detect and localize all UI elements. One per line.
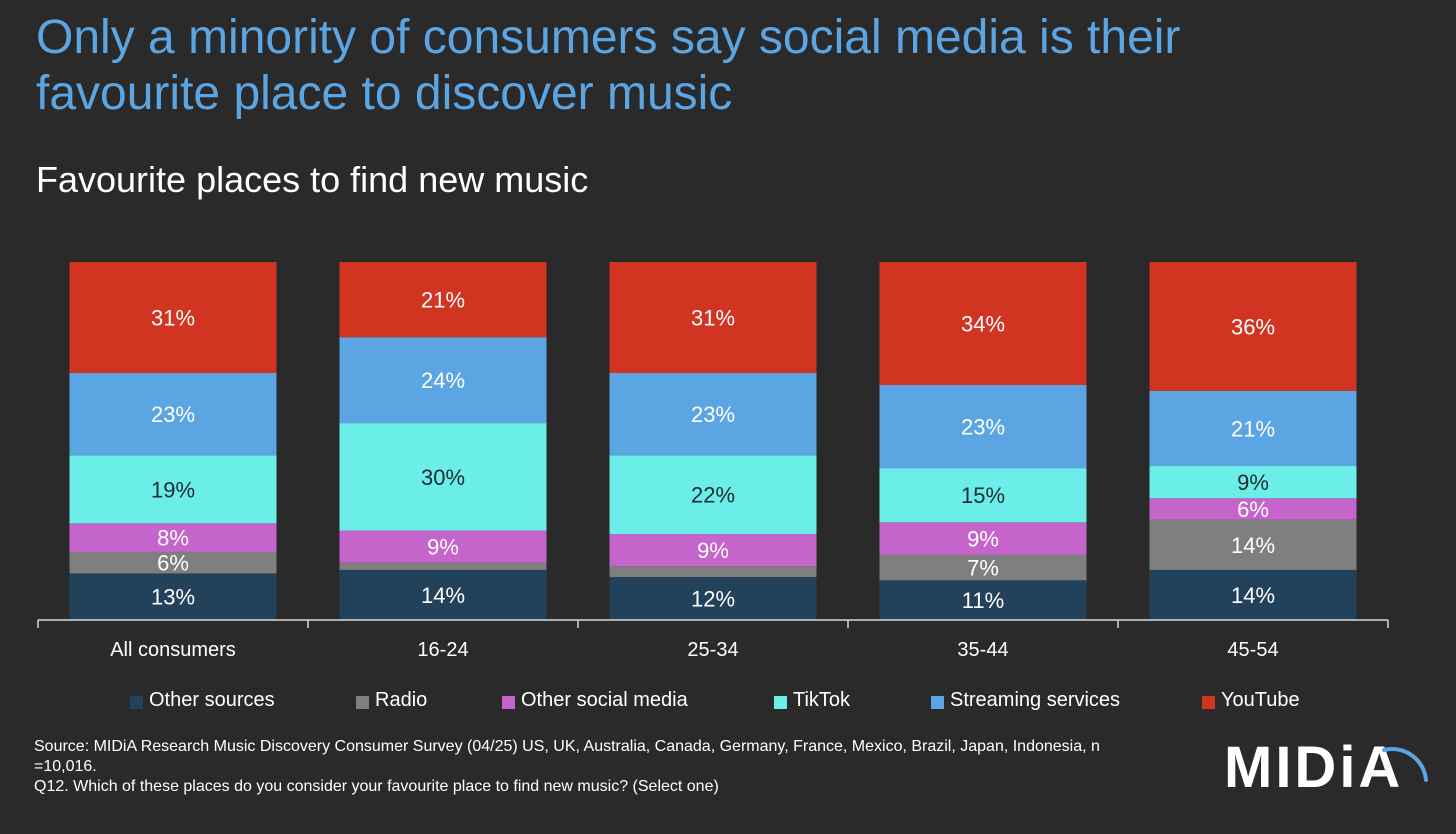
bar-segment-radio bbox=[609, 566, 817, 578]
page-title: Only a minority of consumers say social … bbox=[36, 11, 1181, 120]
bar-segment-radio bbox=[69, 551, 277, 574]
source-note: Source: MIDiA Research Music Discovery C… bbox=[34, 737, 1164, 797]
bar-segment-tiktok bbox=[1149, 466, 1357, 499]
legend-label: YouTube bbox=[1221, 689, 1300, 711]
legend-label: Radio bbox=[375, 689, 428, 711]
legend-item: Other social media bbox=[502, 686, 688, 714]
data-label: 9% bbox=[1237, 470, 1269, 495]
bar-segment-other-sources bbox=[609, 577, 817, 620]
bar-segment-other-social-media bbox=[339, 530, 547, 563]
bar-segment-streaming-services bbox=[69, 372, 277, 456]
x-tick-label: 25-34 bbox=[687, 639, 738, 661]
logo-text: MIDiA bbox=[1224, 735, 1404, 800]
legend-swatch bbox=[502, 695, 515, 709]
legend-swatch bbox=[931, 695, 944, 709]
data-label: 36% bbox=[1231, 314, 1275, 339]
bar-segment-other-sources bbox=[69, 573, 277, 620]
legend-item: Other sources bbox=[130, 686, 275, 714]
legend-swatch bbox=[1202, 695, 1215, 709]
data-label: 7% bbox=[967, 556, 999, 581]
bar-segment-radio bbox=[339, 562, 547, 570]
data-label: 11% bbox=[962, 588, 1004, 613]
bar-segment-tiktok bbox=[69, 455, 277, 524]
bar-segment-radio bbox=[1149, 519, 1357, 570]
legend-item: Streaming services bbox=[931, 686, 1120, 714]
stacked-bar-chart: 13%6%8%19%23%31%All consumers14%9%30%24%… bbox=[37, 262, 1389, 661]
bar-segment-youtube bbox=[879, 262, 1087, 385]
legend-swatch bbox=[356, 695, 369, 709]
x-tick-label: All consumers bbox=[110, 639, 236, 661]
data-label: 9% bbox=[697, 538, 729, 563]
data-label: 14% bbox=[1231, 533, 1275, 558]
legend-item: TikTok bbox=[774, 686, 850, 714]
x-tick-label: 35-44 bbox=[957, 639, 1008, 661]
data-label: 6% bbox=[1237, 497, 1269, 522]
bar-segment-tiktok bbox=[879, 468, 1087, 523]
bar-segment-youtube bbox=[339, 262, 547, 338]
data-label: 34% bbox=[961, 311, 1005, 336]
bar-segment-streaming-services bbox=[609, 372, 817, 456]
question-text: Q12. Which of these places do you consid… bbox=[34, 778, 719, 795]
data-label: 23% bbox=[961, 415, 1005, 440]
x-tick-label: 45-54 bbox=[1227, 639, 1278, 661]
data-label: 15% bbox=[961, 483, 1005, 508]
bar-segment-radio bbox=[879, 554, 1087, 581]
data-label: 24% bbox=[421, 368, 465, 393]
data-label: 31% bbox=[151, 305, 195, 330]
data-label: 30% bbox=[421, 465, 465, 490]
chart-title: Favourite places to find new music bbox=[36, 159, 589, 200]
chart-legend: Other sources Radio Other social media TikT… bbox=[130, 686, 1380, 716]
data-label: 14% bbox=[421, 583, 465, 608]
bar-segment-streaming-services bbox=[1149, 390, 1357, 467]
bar-segment-youtube bbox=[69, 262, 277, 373]
data-label: 23% bbox=[691, 402, 735, 427]
bar-segment-streaming-services bbox=[339, 337, 547, 424]
data-label: 22% bbox=[691, 483, 735, 508]
data-label: 21% bbox=[421, 288, 465, 313]
bar-segment-other-sources bbox=[339, 569, 547, 620]
source-text: Source: MIDiA Research Music Discovery C… bbox=[34, 738, 1100, 775]
legend-item: YouTube bbox=[1202, 686, 1300, 714]
data-label: 8% bbox=[157, 526, 189, 551]
data-label: 23% bbox=[151, 402, 195, 427]
midia-logo: MIDiA bbox=[1224, 728, 1434, 800]
bar-segment-other-sources bbox=[879, 580, 1087, 620]
bar-segment-other-social-media bbox=[69, 523, 277, 552]
data-label: 9% bbox=[967, 527, 999, 552]
data-label: 9% bbox=[427, 535, 459, 560]
x-tick-label: 16-24 bbox=[417, 639, 468, 661]
legend-swatch bbox=[130, 695, 143, 709]
data-label: 19% bbox=[151, 477, 195, 502]
data-label: 12% bbox=[691, 587, 735, 612]
bar-segment-other-social-media bbox=[609, 534, 817, 567]
data-label: 6% bbox=[157, 551, 189, 576]
bar-segment-other-sources bbox=[1149, 569, 1357, 620]
bar-segment-youtube bbox=[609, 262, 817, 373]
legend-label: Other social media bbox=[521, 689, 688, 711]
legend-swatch bbox=[774, 695, 787, 709]
legend-label: Streaming services bbox=[950, 689, 1121, 711]
bar-segment-streaming-services bbox=[879, 384, 1087, 469]
logo-arc-icon bbox=[1382, 747, 1428, 782]
data-label: 31% bbox=[691, 305, 735, 330]
bar-segment-other-social-media bbox=[879, 522, 1087, 555]
data-label: 21% bbox=[1231, 416, 1275, 441]
legend-label: Other sources bbox=[149, 689, 275, 711]
bar-segment-tiktok bbox=[339, 423, 547, 531]
bar-segment-tiktok bbox=[609, 455, 817, 535]
data-label: 14% bbox=[1231, 583, 1275, 608]
legend-label: TikTok bbox=[793, 689, 851, 711]
bar-segment-youtube bbox=[1149, 262, 1357, 391]
data-label: 13% bbox=[151, 585, 195, 610]
bar-segment-other-social-media bbox=[1149, 498, 1357, 520]
legend-item: Radio bbox=[356, 686, 427, 714]
